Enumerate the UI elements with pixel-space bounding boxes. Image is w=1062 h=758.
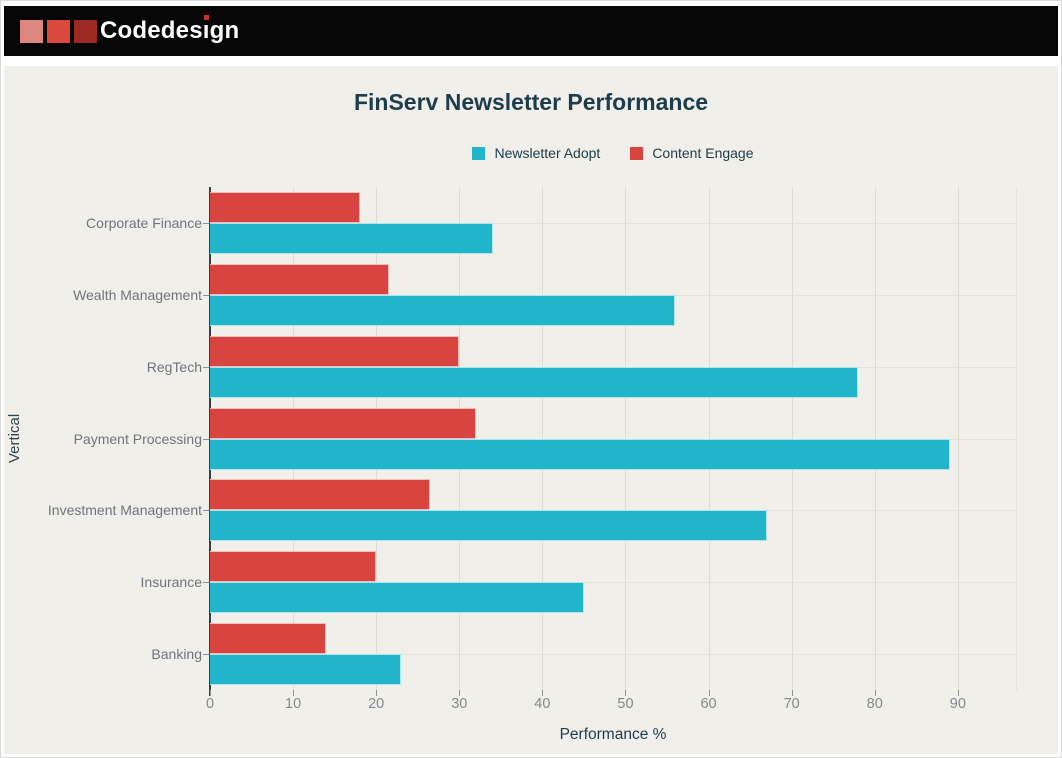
y-tick-mark — [203, 438, 209, 440]
y-tick-mark — [203, 582, 209, 584]
logo-letter-i: ı — [202, 15, 210, 44]
x-tick-mark — [459, 690, 461, 696]
x-tick-mark — [376, 690, 378, 696]
logo-square-dark-icon — [74, 19, 97, 43]
category-label: Insurance — [140, 574, 202, 591]
gridline-horizontal — [210, 222, 1016, 224]
legend-item-content-engage[interactable]: Content Engage — [630, 145, 754, 161]
logo-text-left: Codedes — [100, 17, 203, 44]
plot-area — [209, 187, 1017, 696]
chart-panel: FinServ Newsletter Performance Newslette… — [4, 66, 1058, 754]
bar-content-engage — [210, 335, 460, 367]
bar-content-engage — [210, 623, 327, 655]
x-tick-label: 70 — [783, 696, 800, 712]
bar-content-engage — [210, 551, 377, 583]
bar-content-engage — [210, 191, 360, 223]
logo-text-right: gn — [209, 17, 240, 44]
category-label: Banking — [151, 646, 202, 663]
bar-content-engage — [210, 407, 476, 439]
x-tick-label: 40 — [534, 696, 551, 712]
category-label: Payment Processing — [73, 430, 202, 447]
logo-square-mid-icon — [47, 19, 70, 43]
gridline-horizontal — [210, 654, 1016, 656]
x-tick-label: 80 — [866, 696, 883, 712]
bar-newsletter-adopt — [210, 582, 584, 614]
x-tick-mark — [957, 690, 959, 696]
x-tick-mark — [708, 690, 710, 696]
legend-swatch-content-engage-icon — [630, 146, 644, 160]
x-tick-label: 90 — [949, 696, 966, 712]
y-category-labels: Corporate Finance Wealth Management RegTec… — [4, 187, 209, 690]
gridline-horizontal — [210, 582, 1016, 584]
legend: Newsletter Adopt Content Engage — [210, 145, 1016, 161]
legend-label-newsletter-adopt: Newsletter Adopt — [494, 145, 601, 161]
x-tick-label: 50 — [617, 696, 634, 712]
x-tick-label: 30 — [451, 696, 468, 712]
y-tick-mark — [203, 510, 209, 512]
x-tick-mark — [210, 690, 211, 696]
y-tick-mark — [203, 654, 209, 656]
x-tick-mark — [791, 690, 793, 696]
category-label: RegTech — [146, 358, 202, 375]
bar-newsletter-adopt — [210, 438, 950, 470]
bar-newsletter-adopt — [210, 654, 402, 686]
brand-logo[interactable]: Codedesıgn — [100, 15, 240, 44]
x-tick-mark — [625, 690, 627, 696]
category-label: Corporate Finance — [86, 214, 202, 231]
x-axis-title: Performance % — [559, 726, 667, 743]
x-tick-label: 20 — [368, 696, 385, 712]
x-tick-mark — [542, 690, 544, 696]
x-tick-labels: 0 10 20 30 40 50 60 70 80 90 — [206, 690, 1016, 714]
category-label: Wealth Management — [73, 286, 202, 303]
x-tick-label: 10 — [285, 696, 302, 712]
logo-squares — [20, 19, 97, 43]
header-bar: Codedesıgn — [4, 6, 1058, 56]
category-label: Investment Management — [47, 502, 202, 519]
logo-square-light-icon — [20, 19, 43, 43]
y-tick-mark — [203, 222, 209, 224]
bar-newsletter-adopt — [210, 366, 859, 398]
legend-item-newsletter-adopt[interactable]: Newsletter Adopt — [472, 145, 600, 161]
x-tick-mark — [874, 690, 876, 696]
chart-title: FinServ Newsletter Performance — [353, 89, 709, 115]
legend-swatch-newsletter-adopt-icon — [472, 146, 486, 160]
y-tick-mark — [203, 294, 209, 296]
legend-label-content-engage: Content Engage — [652, 145, 754, 161]
x-tick-label: 60 — [700, 696, 717, 712]
bar-content-engage — [210, 263, 389, 295]
bar-newsletter-adopt — [210, 294, 676, 326]
y-tick-mark — [203, 366, 209, 368]
x-tick-label: 0 — [205, 696, 215, 712]
bar-content-engage — [210, 479, 431, 511]
bar-newsletter-adopt — [210, 510, 767, 542]
x-tick-mark — [293, 690, 295, 696]
bar-newsletter-adopt — [210, 222, 493, 254]
